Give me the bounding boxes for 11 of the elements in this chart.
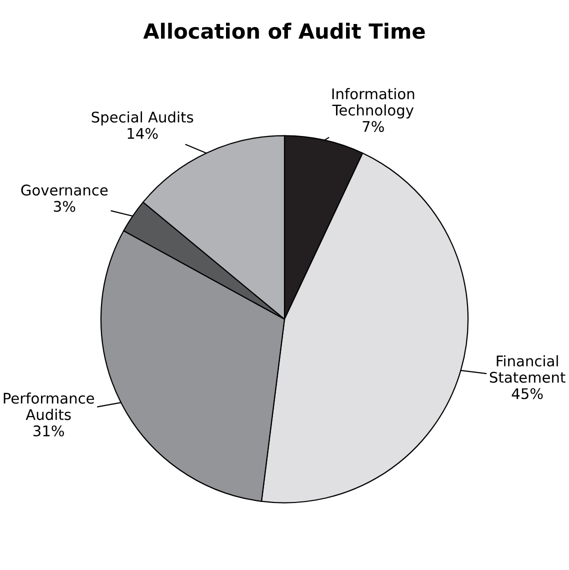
data-label: 31% [33,425,64,436]
slice-label: Performance Audits [4,392,94,420]
slice-label: Financial Statement [490,355,566,383]
slice-label: Governance [21,184,108,196]
data-label: 14% [128,128,158,139]
chart-title: Allocation of Audit Time [143,22,425,39]
data-label: 45% [512,388,543,400]
slice-label: Special Audits [92,111,194,126]
data-label: 3% [54,200,76,212]
data-label: 7% [362,120,384,132]
slice-label: Information Technology [332,88,414,118]
